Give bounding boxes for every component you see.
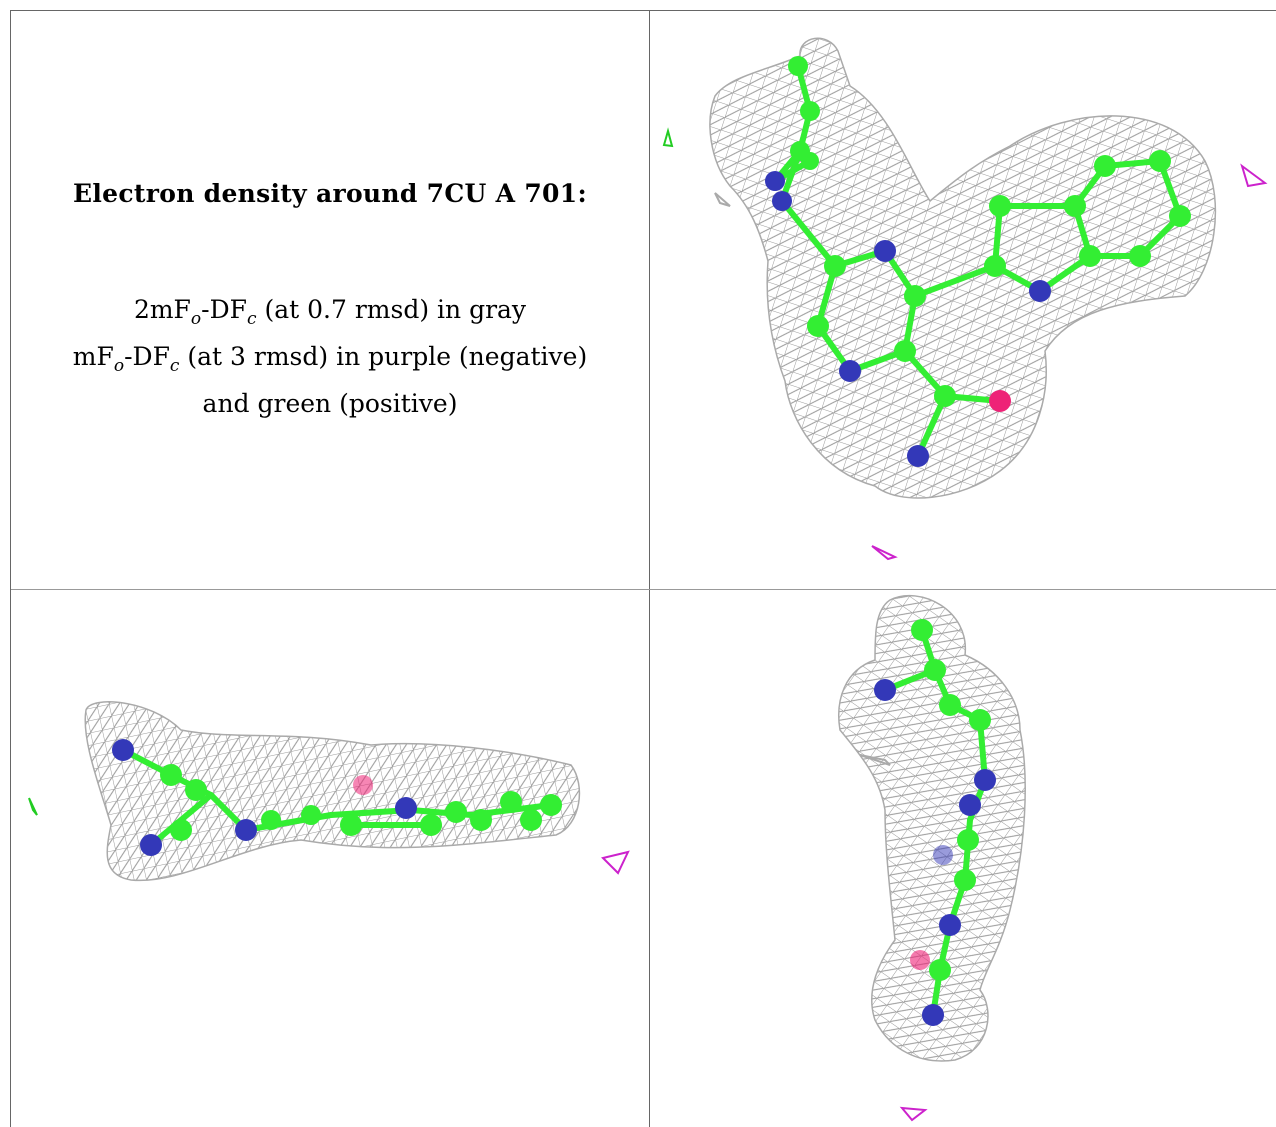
- ligand-atoms: [112, 739, 562, 856]
- density-view-top-image: [662, 37, 1268, 561]
- border-left: [10, 10, 11, 1127]
- density-view-side: [11, 590, 649, 1127]
- divider-vertical: [649, 10, 650, 1127]
- legend-line-colors: and green (positive): [202, 389, 458, 418]
- legend-line-2mfo: 2mFo-DFc (at 0.7 rmsd) in gray: [133, 295, 527, 329]
- difference-density-blobs: [662, 127, 1268, 561]
- density-view-side-image: [28, 701, 630, 882]
- difference-density-blobs: [28, 797, 630, 875]
- caption-panel: Electron density around 7CU A 701: 2mFo-…: [11, 11, 649, 589]
- density-mesh: [84, 701, 581, 882]
- border-top: [11, 10, 1276, 11]
- legend-text: 2mFo-DFc (at 0.7 rmsd) in gray mFo-DFc (…: [11, 291, 649, 422]
- figure-title: Electron density around 7CU A 701:: [73, 179, 587, 208]
- difference-density-blobs: [859, 754, 928, 1122]
- density-view-edge: [650, 590, 1276, 1127]
- density-view-top: [650, 11, 1276, 589]
- ligand-atoms: [874, 619, 996, 1026]
- divider-horizontal: [11, 589, 1276, 590]
- density-mesh: [709, 37, 1217, 499]
- density-view-edge-image: [838, 594, 1026, 1122]
- ligand-atoms: [765, 56, 1191, 467]
- legend-line-mfo: mFo-DFc (at 3 rmsd) in purple (negative): [72, 342, 588, 376]
